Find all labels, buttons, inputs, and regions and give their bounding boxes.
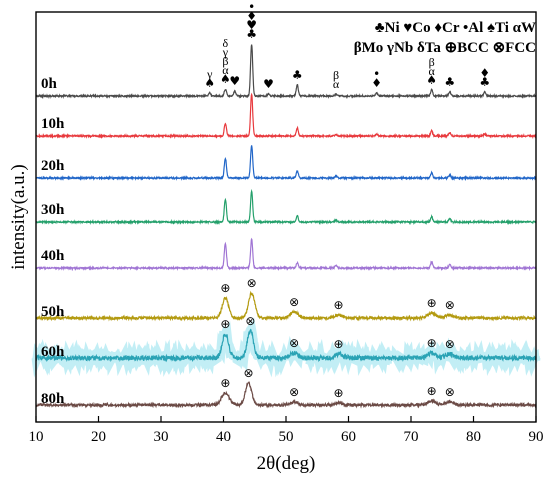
series-line-80h — [35, 381, 537, 409]
peak-marker: α — [428, 64, 435, 78]
series-label-0h: 0h — [41, 76, 58, 92]
peak-marker: δ — [223, 36, 229, 50]
series-label-10h: 10h — [41, 116, 65, 132]
peak-marker: ⊗ — [445, 385, 455, 399]
peak-marker: ♣ — [292, 68, 303, 82]
peak-marker: ♣ — [479, 75, 490, 89]
peak-marker: ⊕ — [220, 281, 230, 295]
peak-marker: ⊕ — [220, 376, 230, 390]
peak-marker: ♠ — [204, 76, 215, 90]
peak-marker: ♥ — [246, 18, 257, 32]
series-label-50h: 50h — [41, 304, 65, 320]
series-label-20h: 20h — [41, 158, 65, 174]
peak-marker: ♣ — [444, 75, 455, 89]
series-labels-layer: 0h 10h 20h 30h 40h 50h 60h 80h — [41, 76, 65, 407]
peak-marker: ⊗ — [289, 385, 299, 399]
peak-marker: ⊗ — [445, 337, 455, 351]
series-line-10h — [35, 92, 537, 140]
peak-marker: ⊕ — [427, 336, 437, 350]
peak-marker: ♠ — [220, 72, 231, 86]
series-label-80h: 80h — [41, 391, 65, 407]
peak-marker: ♠ — [426, 73, 437, 87]
y-axis-label: intensity(a.u.) — [8, 164, 29, 270]
peak-marker: ⊗ — [247, 276, 257, 290]
series-line-50h — [35, 290, 537, 322]
x-tick-label: 40 — [216, 429, 231, 445]
peak-marker: ♦ — [246, 9, 257, 23]
peak-marker: ♣ — [246, 27, 257, 41]
peak-marker: ⊕ — [427, 296, 437, 310]
series-label-40h: 40h — [41, 248, 65, 264]
peak-marker: ⊗ — [245, 314, 255, 328]
series-label-60h: 60h — [41, 344, 65, 360]
series-label-30h: 30h — [41, 202, 65, 218]
x-tick-label: 80 — [466, 429, 481, 445]
series-line-60h — [35, 328, 537, 363]
peak-marker: ♥ — [263, 77, 274, 91]
peak-marker: ♦ — [371, 76, 382, 90]
traces-layer — [31, 44, 541, 409]
x-tick-label: 30 — [154, 429, 169, 445]
peak-marker: γ — [222, 45, 229, 59]
legend-row-2: βMo γNb δTa ⊕BCC ⊗FCC — [354, 40, 536, 56]
peak-marker: • — [248, 0, 255, 14]
peak-marker: ♦ — [479, 66, 490, 80]
peak-marker: ⊗ — [445, 298, 455, 312]
peak-marker: ⊕ — [333, 337, 343, 351]
peak-marker: ⊗ — [289, 336, 299, 350]
legend: ♣Ni ♥Co ♦Cr •Al ♠Ti αW βMo γNb δTa ⊕BCC … — [354, 20, 536, 56]
x-axis-ticks: 10 20 30 40 50 60 70 80 90 — [29, 416, 544, 445]
peak-marker: γ — [206, 67, 213, 81]
peak-marker: ⊗ — [289, 295, 299, 309]
peak-marker: ♥ — [229, 74, 240, 88]
peak-marker: ⊗ — [243, 366, 253, 380]
peak-marker: ⊕ — [333, 298, 343, 312]
peak-marker: β — [222, 54, 228, 68]
peak-marker: ⊕ — [220, 317, 230, 331]
series-line-40h — [35, 237, 537, 272]
x-tick-label: 70 — [404, 429, 419, 445]
series-line-20h — [35, 145, 537, 182]
legend-row-1: ♣Ni ♥Co ♦Cr •Al ♠Ti αW — [375, 20, 536, 36]
x-tick-label: 90 — [529, 429, 544, 445]
x-tick-label: 10 — [29, 429, 44, 445]
series-line-0h — [35, 44, 537, 100]
x-axis-label: 2θ(deg) — [257, 453, 316, 474]
peak-marker: ⊕ — [427, 384, 437, 398]
peak-marker: α — [222, 63, 229, 77]
series-line-30h — [35, 188, 537, 226]
peak-marker: β — [429, 55, 435, 69]
peak-marker: α — [333, 77, 340, 91]
peak-marker: β — [333, 68, 339, 82]
peak-marker: ⊕ — [333, 386, 343, 400]
x-tick-label: 50 — [279, 429, 294, 445]
x-tick-label: 60 — [341, 429, 356, 445]
peak-marker: • — [373, 67, 380, 81]
x-tick-label: 20 — [91, 429, 106, 445]
